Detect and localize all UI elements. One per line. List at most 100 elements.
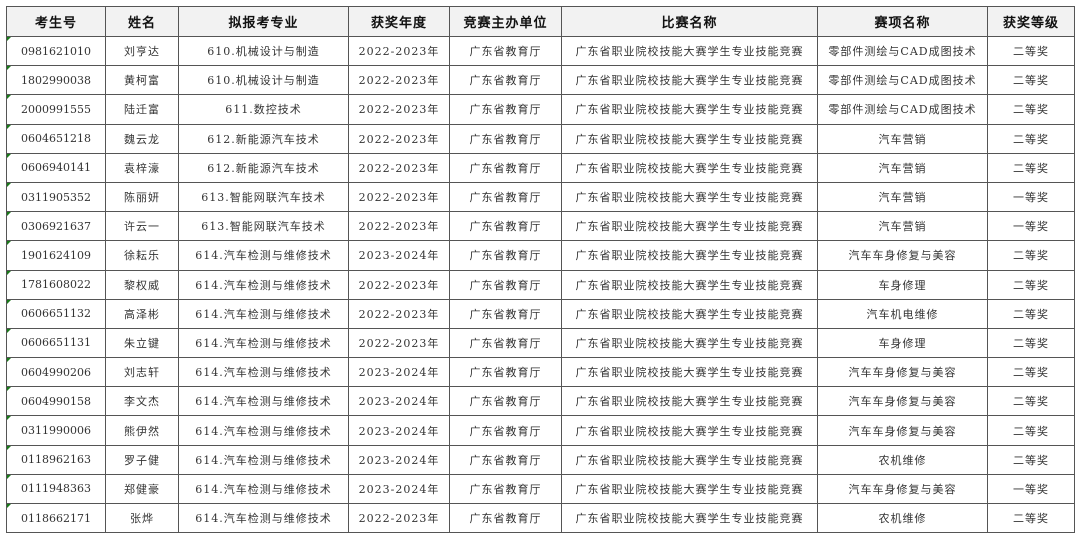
table-row: 0606940141 袁梓濠 612.新能源汽车技术 2022-2023年 广东省教育厅…	[6, 152, 1075, 183]
cell-organizer: 广东省教育厅	[449, 327, 562, 359]
cell-major: 614.汽车检测与维修技术	[178, 269, 349, 300]
cell-exam-id: 0981621010	[6, 35, 106, 67]
cell-award-year: 2022-2023年	[348, 35, 450, 67]
table-row: 0604990158 李文杰 614.汽车检测与维修技术 2023-2024年 广东省教…	[6, 386, 1075, 417]
cell-major: 610.机械设计与制造	[178, 35, 349, 67]
cell-exam-id: 0118962163	[6, 444, 106, 475]
cell-organizer: 广东省教育厅	[449, 240, 562, 271]
cell-event-name: 车身修理	[817, 327, 988, 359]
cell-organizer: 广东省教育厅	[449, 65, 562, 96]
cell-competition-name: 广东省职业院校技能大赛学生专业技能竞赛	[561, 415, 818, 446]
cell-award-level: 二等奖	[987, 152, 1075, 183]
cell-award-level: 一等奖	[987, 211, 1075, 242]
cell-award-level: 二等奖	[987, 240, 1075, 271]
cell-exam-id: 0606940141	[6, 152, 106, 183]
cell-competition-name: 广东省职业院校技能大赛学生专业技能竞赛	[561, 502, 818, 534]
table-row: 0606651132 高泽彬 614.汽车检测与维修技术 2022-2023年 广东省教…	[6, 298, 1075, 329]
cell-competition-name: 广东省职业院校技能大赛学生专业技能竞赛	[561, 444, 818, 475]
cell-exam-id: 1802990038	[6, 65, 106, 96]
cell-name: 刘志轩	[105, 357, 179, 388]
cell-organizer: 广东省教育厅	[449, 415, 562, 446]
cell-name: 郑健豪	[105, 473, 179, 505]
cell-award-level: 二等奖	[987, 386, 1075, 417]
cell-exam-id: 0604990158	[6, 386, 106, 417]
cell-award-year: 2022-2023年	[348, 152, 450, 183]
table-row: 2000991555 陆迁富 611.数控技术 2022-2023年 广东省教育厅 广东省…	[6, 94, 1075, 125]
cell-award-level: 二等奖	[987, 65, 1075, 96]
cell-competition-name: 广东省职业院校技能大赛学生专业技能竞赛	[561, 211, 818, 242]
cell-event-name: 汽车车身修复与美容	[817, 473, 988, 505]
cell-major: 614.汽车检测与维修技术	[178, 298, 349, 329]
cell-award-level: 二等奖	[987, 327, 1075, 359]
cell-competition-name: 广东省职业院校技能大赛学生专业技能竞赛	[561, 269, 818, 300]
cell-award-year: 2022-2023年	[348, 298, 450, 329]
table-row: 0111948363 郑健豪 614.汽车检测与维修技术 2023-2024年 广东省教…	[6, 473, 1075, 505]
cell-award-year: 2023-2024年	[348, 357, 450, 388]
table-row: 1802990038 黄柯富 610.机械设计与制造 2022-2023年 广东省教育厅…	[6, 65, 1075, 96]
cell-major: 614.汽车检测与维修技术	[178, 415, 349, 446]
cell-award-level: 二等奖	[987, 94, 1075, 125]
cell-award-year: 2022-2023年	[348, 94, 450, 125]
cell-major: 614.汽车检测与维修技术	[178, 327, 349, 359]
cell-name: 许云一	[105, 211, 179, 242]
cell-event-name: 车身修理	[817, 269, 988, 300]
cell-event-name: 汽车营销	[817, 152, 988, 183]
cell-competition-name: 广东省职业院校技能大赛学生专业技能竞赛	[561, 327, 818, 359]
cell-exam-id: 1901624109	[6, 240, 106, 271]
cell-award-year: 2022-2023年	[348, 269, 450, 300]
cell-award-level: 二等奖	[987, 415, 1075, 446]
table-row: 0604990206 刘志轩 614.汽车检测与维修技术 2023-2024年 广东省教…	[6, 357, 1075, 388]
cell-organizer: 广东省教育厅	[449, 269, 562, 300]
cell-award-level: 二等奖	[987, 298, 1075, 329]
cell-competition-name: 广东省职业院校技能大赛学生专业技能竞赛	[561, 386, 818, 417]
cell-award-year: 2023-2024年	[348, 240, 450, 271]
cell-event-name: 汽车营销	[817, 211, 988, 242]
cell-exam-id: 0118662171	[6, 502, 106, 534]
table-row: 0306921637 许云一 613.智能网联汽车技术 2022-2023年 广东省教育…	[6, 211, 1075, 242]
cell-award-level: 二等奖	[987, 123, 1075, 154]
cell-event-name: 汽车车身修复与美容	[817, 415, 988, 446]
header-exam-id: 考生号	[6, 6, 106, 37]
cell-award-level: 二等奖	[987, 269, 1075, 300]
cell-exam-id: 0311905352	[6, 181, 106, 213]
table-row: 0118662171 张烨 614.汽车检测与维修技术 2022-2023年 广东省教育…	[6, 502, 1075, 534]
cell-event-name: 汽车车身修复与美容	[817, 240, 988, 271]
cell-award-level: 二等奖	[987, 35, 1075, 67]
table-row: 0981621010 刘亨达 610.机械设计与制造 2022-2023年 广东省教育厅…	[6, 35, 1075, 67]
cell-name: 黎权威	[105, 269, 179, 300]
cell-organizer: 广东省教育厅	[449, 123, 562, 154]
table-row: 0118962163 罗子健 614.汽车检测与维修技术 2023-2024年 广东省教…	[6, 444, 1075, 475]
cell-event-name: 汽车车身修复与美容	[817, 357, 988, 388]
cell-award-year: 2023-2024年	[348, 415, 450, 446]
cell-competition-name: 广东省职业院校技能大赛学生专业技能竞赛	[561, 357, 818, 388]
cell-organizer: 广东省教育厅	[449, 473, 562, 505]
cell-name: 魏云龙	[105, 123, 179, 154]
header-event-name: 赛项名称	[817, 6, 988, 37]
cell-competition-name: 广东省职业院校技能大赛学生专业技能竞赛	[561, 65, 818, 96]
cell-event-name: 零部件测绘与CAD成图技术	[817, 65, 988, 96]
cell-name: 朱立键	[105, 327, 179, 359]
cell-event-name: 汽车机电维修	[817, 298, 988, 329]
header-organizer: 竞赛主办单位	[449, 6, 562, 37]
cell-competition-name: 广东省职业院校技能大赛学生专业技能竞赛	[561, 473, 818, 505]
cell-organizer: 广东省教育厅	[449, 152, 562, 183]
cell-event-name: 零部件测绘与CAD成图技术	[817, 35, 988, 67]
cell-name: 罗子健	[105, 444, 179, 475]
cell-major: 610.机械设计与制造	[178, 65, 349, 96]
cell-name: 张烨	[105, 502, 179, 534]
cell-name: 熊伊然	[105, 415, 179, 446]
cell-organizer: 广东省教育厅	[449, 386, 562, 417]
table-row: 0311990006 熊伊然 614.汽车检测与维修技术 2023-2024年 广东省教…	[6, 415, 1075, 446]
cell-event-name: 农机维修	[817, 502, 988, 534]
header-award-level: 获奖等级	[987, 6, 1075, 37]
cell-organizer: 广东省教育厅	[449, 444, 562, 475]
award-table: 考生号 姓名 拟报考专业 获奖年度 竞赛主办单位 比赛名称 赛项名称 获奖等级 0981621…	[6, 6, 1075, 534]
table-row: 0604651218 魏云龙 612.新能源汽车技术 2022-2023年 广东省教育厅…	[6, 123, 1075, 154]
cell-award-year: 2022-2023年	[348, 65, 450, 96]
cell-name: 陆迁富	[105, 94, 179, 125]
cell-competition-name: 广东省职业院校技能大赛学生专业技能竞赛	[561, 35, 818, 67]
cell-organizer: 广东省教育厅	[449, 35, 562, 67]
cell-organizer: 广东省教育厅	[449, 357, 562, 388]
header-award-year: 获奖年度	[348, 6, 450, 37]
cell-exam-id: 0606651131	[6, 327, 106, 359]
